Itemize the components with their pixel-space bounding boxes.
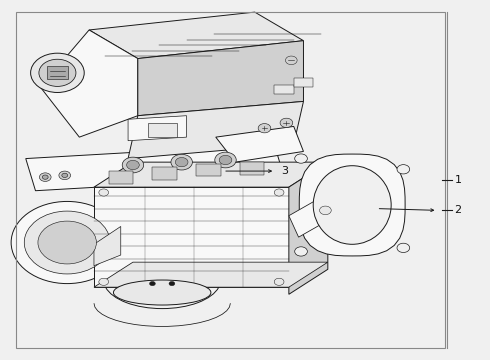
Circle shape [215, 152, 236, 168]
Bar [147, 123, 177, 137]
Circle shape [11, 202, 123, 284]
Circle shape [122, 157, 144, 173]
Circle shape [294, 154, 307, 163]
Bar [16, 12, 445, 348]
Circle shape [286, 56, 297, 64]
Circle shape [39, 173, 51, 181]
Polygon shape [216, 126, 303, 162]
Circle shape [126, 160, 139, 170]
Text: 1: 1 [455, 175, 462, 185]
Circle shape [30, 53, 84, 93]
Polygon shape [94, 162, 328, 187]
Polygon shape [128, 102, 303, 158]
Bar [109, 171, 133, 184]
Bar [94, 187, 289, 287]
Circle shape [149, 282, 155, 286]
Circle shape [99, 189, 109, 196]
Polygon shape [40, 30, 138, 137]
Circle shape [258, 123, 271, 133]
Polygon shape [26, 144, 284, 191]
Circle shape [59, 171, 71, 180]
Bar [274, 85, 294, 94]
Bar [196, 164, 220, 176]
Circle shape [274, 278, 284, 285]
Circle shape [294, 247, 307, 256]
Ellipse shape [313, 166, 391, 244]
FancyBboxPatch shape [47, 66, 68, 79]
Circle shape [99, 278, 109, 285]
Circle shape [171, 154, 193, 170]
Polygon shape [299, 154, 405, 256]
Circle shape [397, 165, 410, 174]
Polygon shape [94, 226, 121, 266]
Circle shape [39, 59, 76, 86]
Ellipse shape [114, 280, 211, 305]
Circle shape [24, 211, 110, 274]
Text: 2: 2 [455, 205, 462, 215]
Circle shape [175, 157, 188, 167]
Polygon shape [128, 116, 187, 141]
Polygon shape [289, 191, 343, 237]
Circle shape [62, 173, 68, 177]
Circle shape [319, 206, 331, 215]
Circle shape [280, 118, 293, 127]
Polygon shape [89, 12, 303, 59]
Circle shape [38, 221, 97, 264]
Circle shape [274, 189, 284, 196]
Bar [294, 78, 313, 87]
Polygon shape [289, 162, 328, 294]
Circle shape [397, 243, 410, 252]
Circle shape [169, 282, 175, 286]
Circle shape [219, 156, 232, 165]
Bar [240, 162, 265, 175]
Text: 3: 3 [282, 166, 289, 176]
Circle shape [42, 175, 48, 179]
Polygon shape [94, 262, 328, 287]
Polygon shape [138, 41, 303, 116]
Bar [152, 167, 177, 180]
